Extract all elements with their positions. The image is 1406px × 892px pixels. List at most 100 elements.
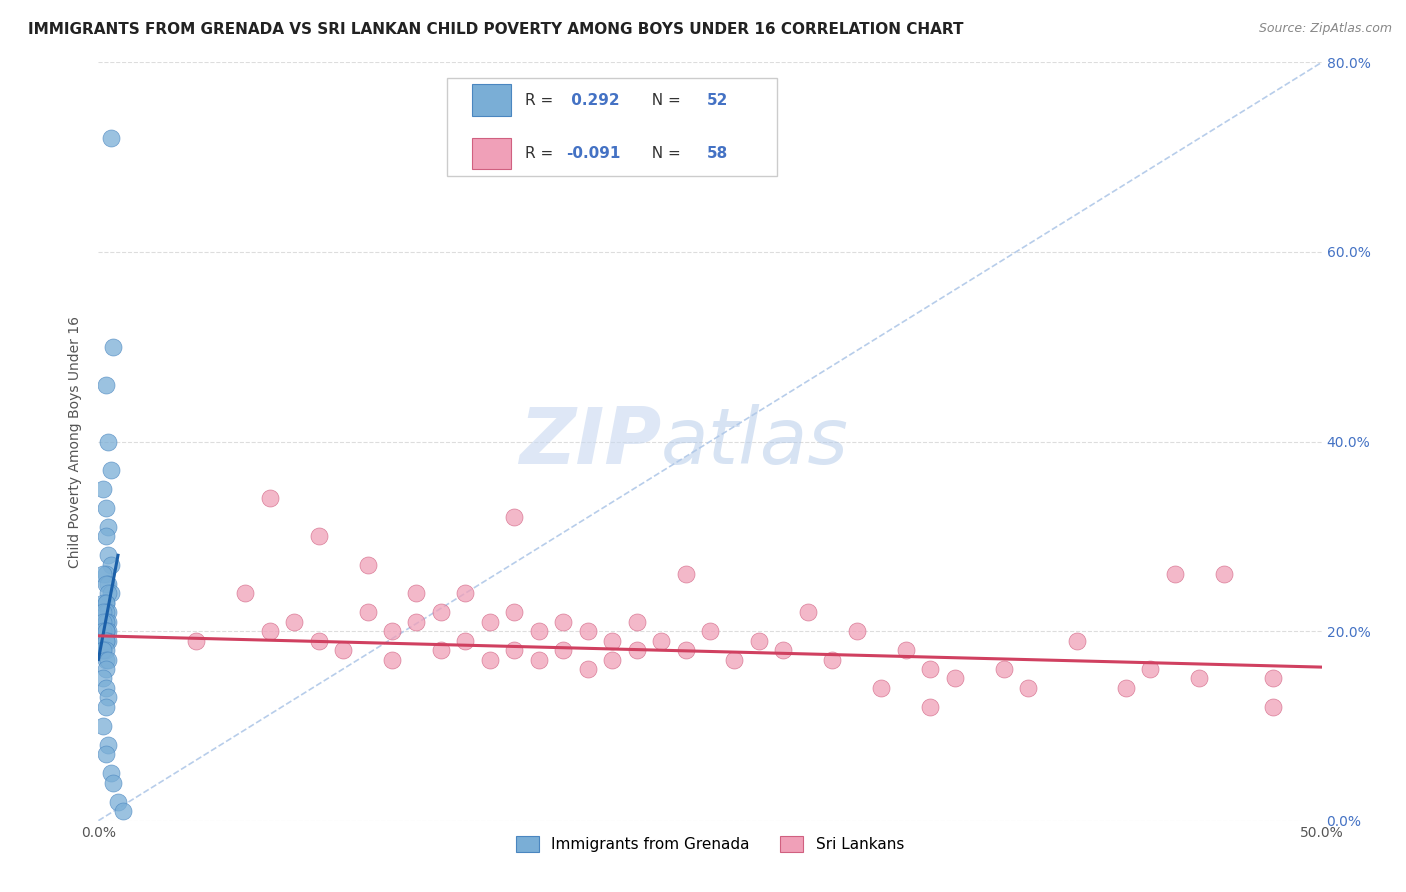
Point [503,605,526,619]
Point [94,681,117,695]
Point [94,633,117,648]
Point [94,662,117,676]
Text: N =: N = [641,93,685,108]
Text: N =: N = [641,146,685,161]
Point [94,605,117,619]
Point [1066,633,1088,648]
Point [259,491,281,506]
Point [94,643,117,657]
Point [97,624,120,639]
Point [600,652,623,666]
Point [870,681,893,695]
Point [111,804,134,818]
Point [94,624,117,639]
Point [233,586,256,600]
Point [97,520,120,534]
Point [650,633,672,648]
Point [920,662,942,676]
Point [94,624,117,639]
Point [107,795,129,809]
Point [94,699,117,714]
FancyBboxPatch shape [447,78,778,177]
Point [100,766,122,780]
Point [94,576,117,591]
Point [626,643,648,657]
Point [478,652,501,666]
Point [97,738,120,752]
Point [430,605,453,619]
Point [1115,681,1137,695]
Point [332,643,354,657]
Point [527,652,550,666]
Point [553,643,575,657]
Point [626,615,648,629]
Point [503,510,526,524]
FancyBboxPatch shape [471,85,510,116]
Y-axis label: Child Poverty Among Boys Under 16: Child Poverty Among Boys Under 16 [69,316,83,567]
Point [101,776,124,790]
Point [91,624,114,639]
Point [405,615,427,629]
Point [381,624,404,639]
Point [91,567,114,582]
FancyBboxPatch shape [471,137,510,169]
Point [748,633,770,648]
Text: IMMIGRANTS FROM GRENADA VS SRI LANKAN CHILD POVERTY AMONG BOYS UNDER 16 CORRELAT: IMMIGRANTS FROM GRENADA VS SRI LANKAN CH… [28,22,963,37]
Point [356,605,378,619]
Text: Source: ZipAtlas.com: Source: ZipAtlas.com [1258,22,1392,36]
Point [91,719,114,733]
Point [478,615,501,629]
Point [100,463,122,477]
Point [97,434,120,449]
Text: R =: R = [526,146,558,161]
Point [91,596,114,610]
Point [308,633,330,648]
Text: 0.292: 0.292 [565,93,619,108]
Point [97,586,120,600]
Point [283,615,305,629]
Point [894,643,917,657]
Point [94,596,117,610]
Point [97,652,120,666]
Point [600,633,623,648]
Point [920,699,942,714]
Point [186,633,208,648]
Point [97,576,120,591]
Point [1164,567,1187,582]
Point [100,558,122,572]
Point [308,529,330,543]
Point [675,567,697,582]
Text: atlas: atlas [661,403,849,480]
Point [943,672,966,686]
Point [381,652,404,666]
Point [821,652,844,666]
Point [94,652,117,666]
Point [94,633,117,648]
Point [527,624,550,639]
Point [845,624,868,639]
Point [94,624,117,639]
Point [100,131,122,145]
Point [356,558,378,572]
Point [503,643,526,657]
Point [94,567,117,582]
Legend: Immigrants from Grenada, Sri Lankans: Immigrants from Grenada, Sri Lankans [510,830,910,858]
Point [94,615,117,629]
Point [94,596,117,610]
Point [97,615,120,629]
Point [91,605,114,619]
Point [97,633,120,648]
Point [97,605,120,619]
Text: 58: 58 [706,146,728,161]
Point [101,340,124,354]
Point [1261,699,1284,714]
Point [576,624,599,639]
Point [91,643,114,657]
Point [1017,681,1039,695]
Point [97,548,120,563]
Point [94,615,117,629]
Point [405,586,427,600]
Point [91,643,114,657]
Point [454,586,477,600]
Point [97,690,120,705]
